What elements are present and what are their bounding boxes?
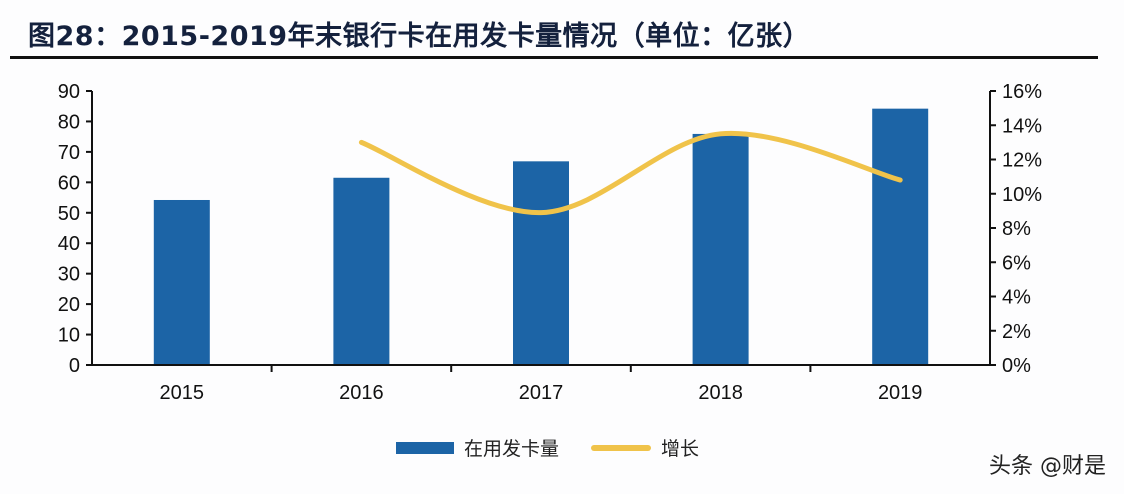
left-tick-label: 30 [58,264,80,286]
right-tick-label: 6% [1002,252,1031,274]
legend-item-line: 增长 [573,434,699,461]
bar-2019 [872,108,929,365]
left-tick-label: 10 [58,325,80,347]
x-tick-label: 2017 [519,382,564,404]
bar-2015 [153,199,210,365]
x-tick-label: 2019 [878,382,923,404]
legend-item-bars: 在用发卡量 [396,434,559,461]
line-swatch-icon [591,444,652,451]
combo-chart: 0 10 20 30 40 50 60 70 80 90 0% 2% 4% 6% 8% 10% 12% 14% 16… [58,81,1042,404]
right-tick-label: 16% [1002,81,1042,103]
legend-line-label: 增长 [661,438,700,460]
bar-swatch-icon [396,441,454,454]
left-tick-label: 80 [58,111,80,133]
left-tick-label: 70 [58,142,80,164]
x-tick-label: 2016 [339,382,384,404]
left-tick-label: 50 [58,203,80,225]
left-tick-label: 60 [58,172,80,194]
x-tick-label: 2015 [160,382,205,404]
title-divider [10,56,1098,59]
chart-title: 图28：2015-2019年末银行卡在用发卡量情况（单位：亿张） [28,21,811,52]
right-tick-label: 14% [1002,115,1042,137]
right-tick-label: 2% [1002,321,1031,343]
bar-2016 [333,177,390,365]
right-tick-label: 12% [1002,150,1042,172]
right-tick-label: 8% [1002,218,1031,240]
x-tick-label: 2018 [698,382,743,404]
right-tick-label: 4% [1002,287,1031,309]
left-tick-label: 40 [58,233,80,255]
growth-line [358,130,903,216]
right-tick-label: 10% [1002,184,1042,206]
right-tick-label: 0% [1002,355,1031,377]
left-tick-label: 90 [58,81,80,103]
legend: 在用发卡量 增长 [396,434,699,461]
bar-2018 [692,133,749,365]
left-tick-label: 20 [58,294,80,316]
bar-2017 [513,161,569,365]
legend-bar-label: 在用发卡量 [464,438,560,460]
left-tick-label: 0 [69,355,80,377]
watermark: 头条 @财是 [989,454,1106,479]
